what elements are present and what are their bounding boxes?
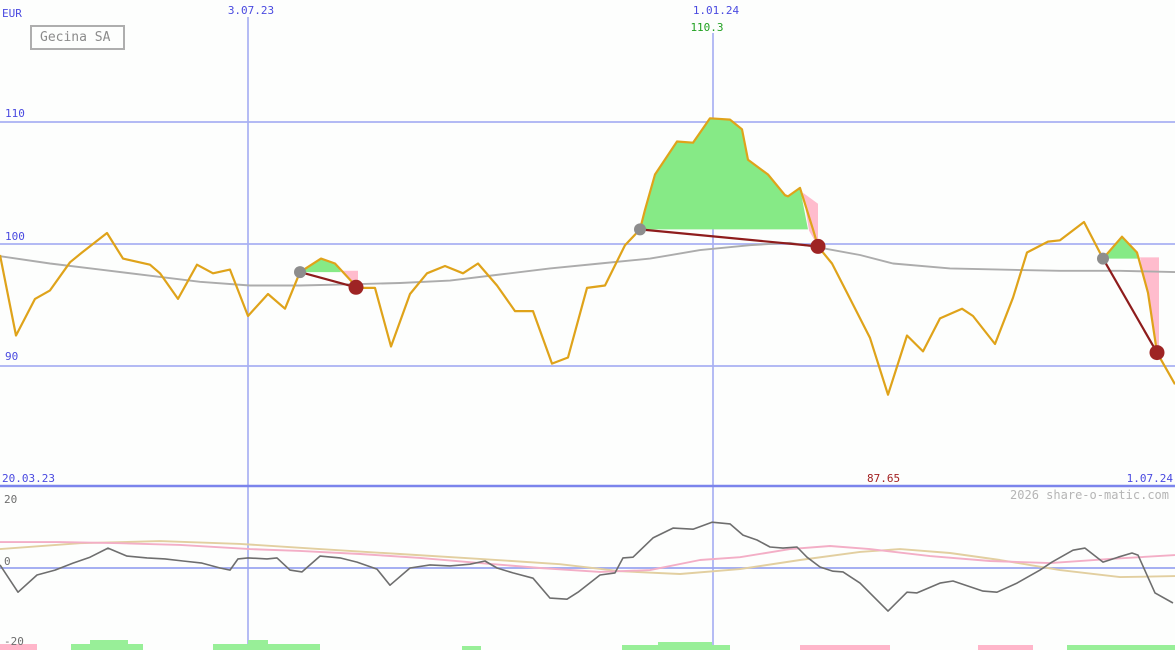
trade-line	[1102, 258, 1158, 354]
price-line	[0, 117, 1175, 396]
date-label-bottom: 20.03.23	[2, 472, 55, 485]
indicator-line-tan	[0, 540, 1175, 579]
trade-exit-dot	[348, 279, 364, 295]
currency-label: EUR	[2, 7, 22, 20]
volume-bar	[0, 644, 37, 650]
price-axis-label: 110	[5, 107, 25, 120]
price-axis-label: 90	[5, 350, 18, 363]
trade-entry-dot	[294, 266, 306, 279]
trade-gain-area	[640, 118, 808, 230]
watermark: 2026 share-o-matic.com	[1010, 488, 1169, 502]
instrument-name-box: Gecina SA	[30, 25, 125, 50]
indicator-axis-label: 20	[4, 493, 17, 506]
date-label-top: 1.01.24	[693, 4, 740, 17]
volume-bar	[978, 645, 1033, 650]
trade-line	[299, 271, 357, 289]
trade-entry-dot	[634, 223, 646, 236]
date-label-bottom: 87.65	[867, 472, 900, 485]
price-axis-label: 100	[5, 230, 25, 243]
volume-bar	[658, 642, 712, 650]
date-label-top: 3.07.23	[228, 4, 274, 17]
trade-loss-area	[341, 270, 358, 290]
price-annotation: 110.3	[690, 21, 723, 34]
indicator-line-pink	[0, 541, 1175, 573]
moving-average-line	[0, 241, 1175, 287]
trade-entry-dot	[1097, 252, 1109, 265]
trade-gain-area	[1103, 236, 1140, 259]
instrument-name: Gecina SA	[40, 30, 111, 45]
trade-gain-area	[300, 258, 341, 273]
indicator-line-gray	[0, 521, 1174, 612]
trade-exit-dot	[1149, 345, 1165, 361]
volume-bar	[90, 640, 128, 650]
volume-bar	[800, 645, 890, 650]
date-label-bottom: 1.07.24	[1127, 472, 1174, 485]
volume-bar	[462, 646, 481, 650]
indicator-axis-label: 0	[4, 555, 11, 568]
trade-exit-dot	[810, 238, 826, 254]
volume-bar	[248, 640, 268, 650]
indicator-axis-label: -20	[4, 635, 24, 648]
volume-bar	[1067, 645, 1175, 650]
trade-line	[639, 228, 819, 248]
